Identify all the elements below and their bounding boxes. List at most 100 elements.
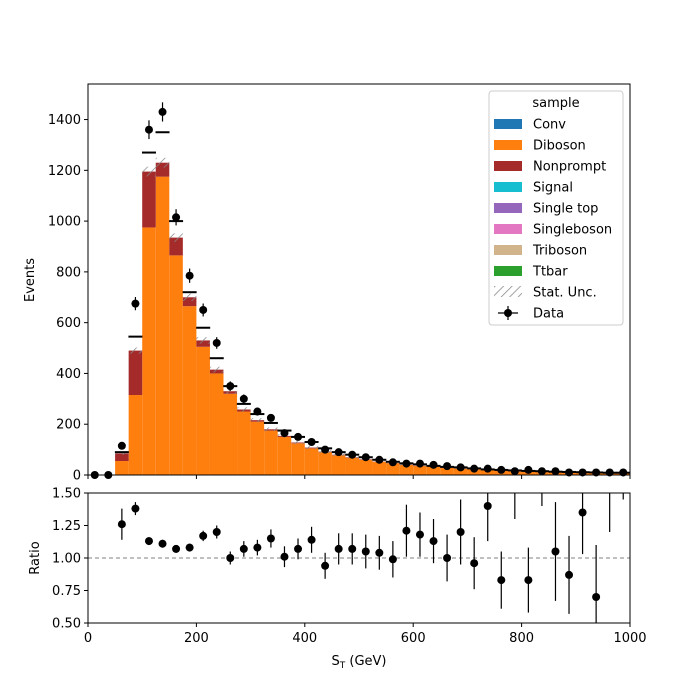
data-point — [294, 432, 303, 441]
ratio-point — [212, 528, 221, 536]
bar-diboson — [128, 395, 143, 475]
data-point — [266, 413, 275, 422]
data-point — [456, 463, 465, 472]
y-axis-ticks-top: 0 200 400 600 800 1000 1200 1400 — [48, 113, 88, 484]
data-point — [565, 468, 574, 477]
ratio-point — [470, 559, 479, 568]
stat-unc-band — [142, 166, 156, 177]
y-tick-label: 1000 — [48, 215, 81, 230]
data-point — [605, 468, 614, 477]
y-tick-label: 1.25 — [52, 519, 81, 534]
data-point — [212, 338, 221, 347]
legend-label-nonprompt: Nonprompt — [533, 160, 606, 175]
x-tick-label: 400 — [292, 631, 317, 646]
bar-nonprompt — [142, 171, 156, 228]
data-point — [144, 125, 153, 134]
data-point — [321, 445, 330, 454]
bar-diboson — [209, 373, 224, 475]
ratio-point — [131, 504, 140, 513]
ratio-point — [185, 543, 194, 552]
x-axis-label-subscript: T — [339, 661, 346, 671]
bar-diboson — [399, 464, 414, 475]
stat-unc-band — [209, 366, 224, 373]
x-tick-label: 200 — [184, 631, 209, 646]
legend-label-singleboson: Singleboson — [533, 223, 612, 238]
ratio-point — [294, 544, 303, 553]
data-point — [470, 464, 479, 473]
bar-diboson — [413, 465, 427, 475]
bar-nonprompt — [182, 297, 197, 307]
data-point — [199, 305, 208, 314]
stat-unc-band — [128, 347, 143, 354]
bar-diboson — [345, 457, 359, 475]
ratio-point — [551, 547, 560, 556]
ratio-point — [456, 528, 465, 536]
data-point — [429, 460, 438, 469]
y-tick-label: 1400 — [48, 113, 81, 128]
data-point — [307, 437, 316, 446]
y-tick-label: 0.75 — [52, 584, 81, 599]
ratio-point — [524, 576, 533, 585]
x-tick-label: 1000 — [613, 631, 646, 646]
stat-unc-band — [304, 446, 319, 450]
legend-label-signal: Signal — [533, 181, 573, 196]
ratio-point — [280, 552, 289, 561]
x-axis-label: ST (GeV) — [331, 654, 386, 671]
data-point — [483, 464, 492, 473]
y-tick-label: 600 — [56, 316, 81, 331]
ratio-point — [388, 555, 397, 564]
data-point — [497, 465, 506, 474]
bar-diboson — [318, 452, 332, 475]
bar-diboson — [331, 455, 346, 475]
y-tick-label: 1.00 — [52, 552, 81, 567]
bar-diboson — [291, 443, 305, 475]
stat-unc-band — [169, 233, 183, 242]
ratio-point — [361, 547, 370, 556]
ratio-point — [307, 535, 316, 544]
ratio-point — [239, 544, 248, 553]
ratio-point — [266, 534, 275, 543]
bar-diboson — [440, 467, 454, 475]
data-point — [131, 299, 140, 308]
y-tick-label: 1.50 — [52, 487, 81, 502]
legend-frame — [488, 90, 624, 326]
bar-diboson — [386, 463, 400, 475]
data-point — [239, 394, 248, 403]
data-points — [90, 102, 628, 479]
bar-diboson — [372, 461, 387, 475]
bar-diboson — [155, 176, 170, 476]
x-tick-label: 800 — [509, 631, 534, 646]
legend-label-diboson: Diboson — [533, 139, 586, 154]
data-point — [158, 107, 167, 116]
legend-label-single-top: Single top — [533, 202, 598, 217]
bar-nonprompt — [169, 237, 183, 256]
data-point — [578, 468, 587, 477]
data-point — [348, 450, 357, 459]
x-axis-ticks-bottom: 0 200 400 600 800 1000 — [84, 623, 647, 646]
ratio-point — [415, 530, 424, 539]
stat-unc-band — [237, 407, 251, 412]
x-tick-label: 600 — [401, 631, 426, 646]
bar-nonprompt — [115, 453, 129, 462]
legend-handle-ttbar — [494, 266, 522, 276]
ratio-point — [199, 531, 208, 540]
legend-handle-conv — [494, 119, 522, 129]
legend-handle-singleboson — [494, 224, 522, 234]
data-point — [510, 467, 519, 476]
stat-unc-band — [182, 293, 197, 301]
y-tick-label: 400 — [56, 367, 81, 382]
ratio-point — [172, 544, 181, 553]
x-tick-label: 0 — [84, 631, 92, 646]
x-axis-label-unit: (GeV) — [345, 654, 386, 669]
bar-nonprompt — [128, 350, 143, 396]
bar-diboson — [264, 430, 278, 475]
legend-handle-nonprompt — [494, 161, 522, 171]
legend-label-triboson: Triboson — [532, 244, 587, 259]
data-point — [551, 467, 560, 476]
ratio-point — [429, 537, 438, 546]
ratio-point — [144, 537, 153, 546]
y-tick-label: 200 — [56, 418, 81, 433]
ratio-points — [117, 493, 624, 623]
ratio-point — [321, 561, 330, 570]
